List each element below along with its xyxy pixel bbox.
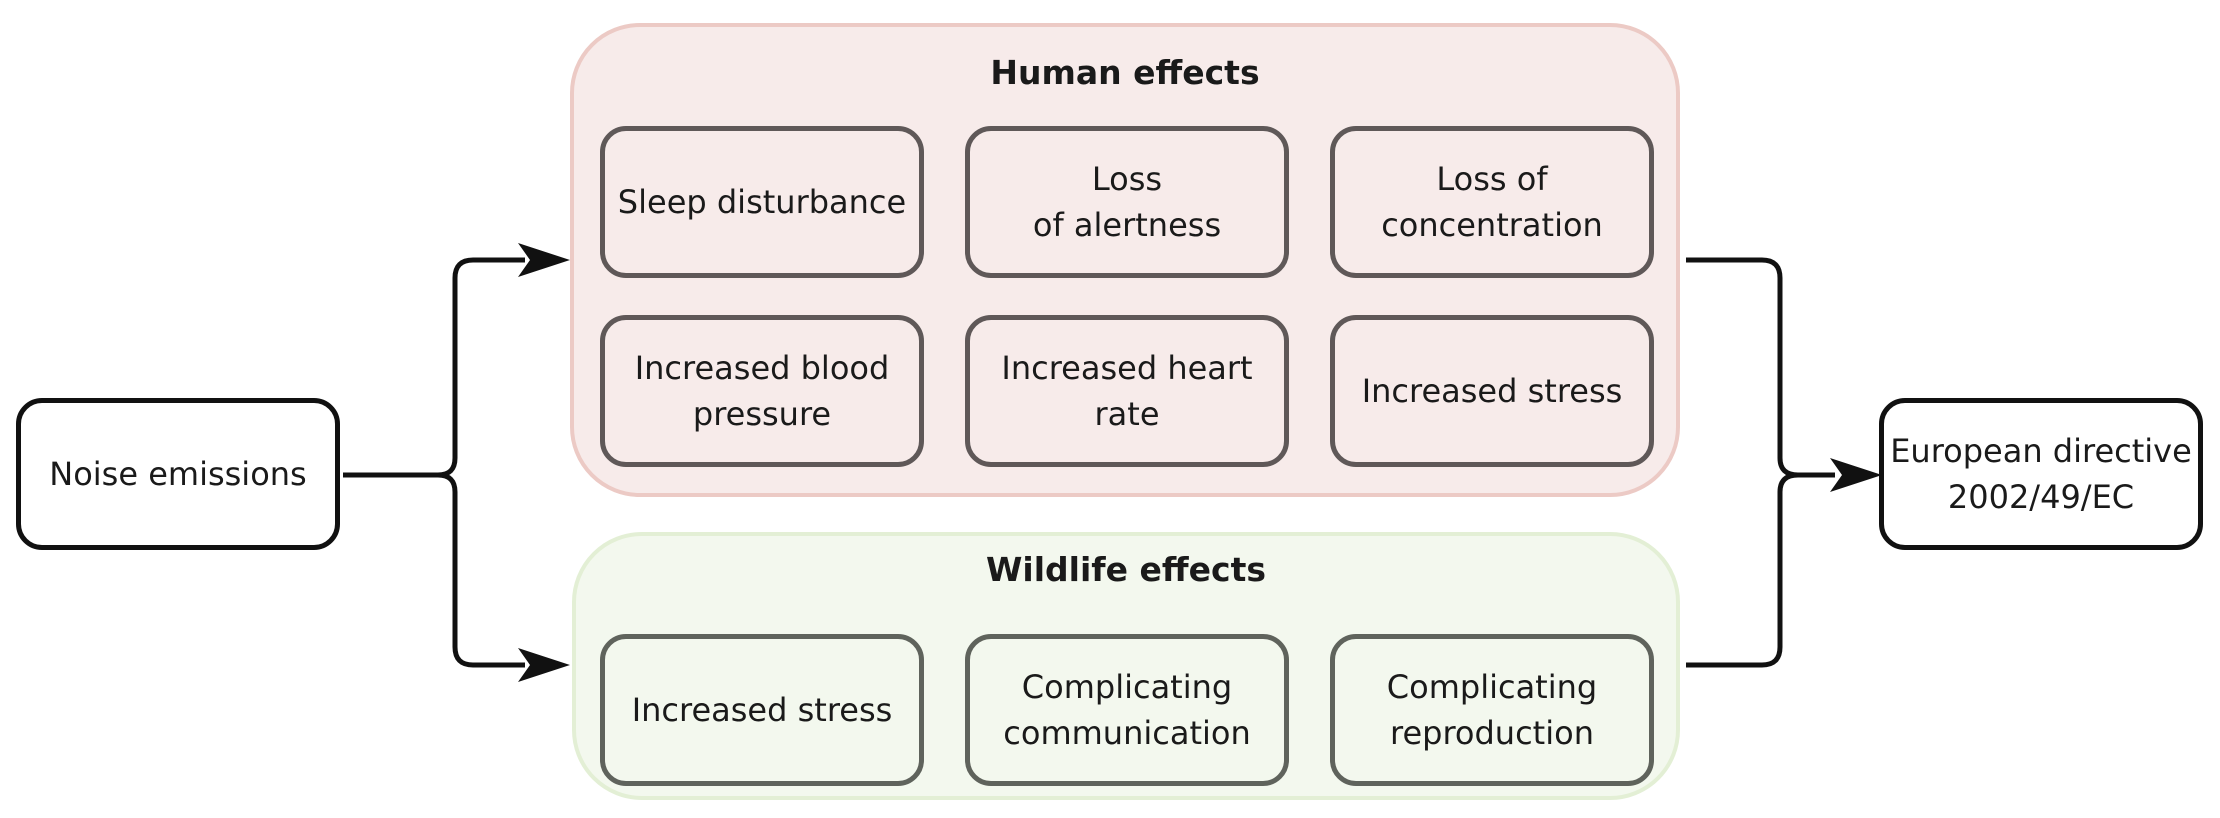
- human-effect-increased-heart-rate: Increased heart rate: [965, 315, 1289, 467]
- human-effects-group: Human effects Sleep disturbance Loss of …: [570, 23, 1680, 497]
- human-effect-increased-blood-pressure: Increased blood pressure: [600, 315, 924, 467]
- wildlife-effects-title: Wildlife effects: [986, 550, 1266, 589]
- connector-to-human: [437, 257, 525, 478]
- human-effect-loss-of-alertness: Loss of alertness: [965, 126, 1289, 278]
- wildlife-effect-increased-stress: Increased stress: [600, 634, 924, 786]
- wildlife-effect-complicating-reproduction: Complicating reproduction: [1330, 634, 1654, 786]
- european-directive-node: European directive 2002/49/EC: [1879, 398, 2203, 550]
- noise-emissions-node: Noise emissions: [16, 398, 340, 550]
- human-effect-sleep-disturbance: Sleep disturbance: [600, 126, 924, 278]
- arrowhead-to-target: [1830, 458, 1882, 492]
- connector-to-wildlife: [437, 472, 525, 668]
- wildlife-effects-group: Wildlife effects Increased stress Compli…: [572, 532, 1680, 800]
- human-effect-increased-stress: Increased stress: [1330, 315, 1654, 467]
- connector-from-wildlife: [1686, 472, 1799, 668]
- wildlife-effect-complicating-communication: Complicating communication: [965, 634, 1289, 786]
- connector-from-human: [1686, 257, 1799, 478]
- human-effect-loss-of-concentration: Loss of concentration: [1330, 126, 1654, 278]
- arrowhead-to-human: [518, 243, 570, 277]
- human-effects-title: Human effects: [990, 53, 1260, 92]
- arrowhead-to-wildlife: [518, 648, 570, 682]
